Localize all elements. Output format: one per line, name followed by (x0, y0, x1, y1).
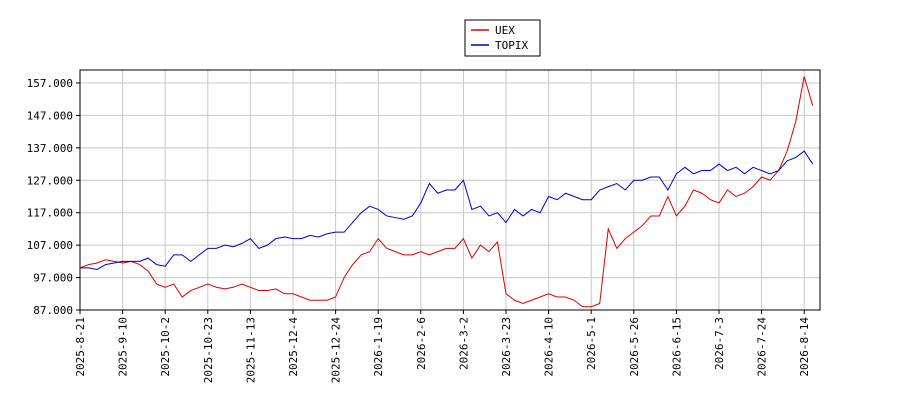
x-tick-label: 2025-12-24 (330, 317, 343, 384)
x-tick-label: 2026-3-2 (457, 317, 470, 370)
x-tick-label: 2026-5-1 (585, 317, 598, 370)
x-tick-label: 2026-5-26 (628, 317, 641, 377)
x-tick-label: 2026-7-24 (756, 317, 769, 377)
x-tick-label: 2026-6-15 (670, 317, 683, 377)
x-tick-label: 2025-12-4 (287, 317, 300, 377)
x-tick-label: 2025-10-2 (159, 317, 172, 377)
y-tick-label: 157.000 (27, 77, 73, 90)
y-tick-label: 107.000 (27, 239, 73, 252)
y-tick-label: 147.000 (27, 109, 73, 122)
y-tick-label: 117.000 (27, 207, 73, 220)
y-tick-label: 87.000 (33, 304, 73, 317)
x-tick-label: 2026-4-10 (543, 317, 556, 377)
x-tick-label: 2026-2-6 (415, 317, 428, 370)
x-tick-label: 2025-9-10 (117, 317, 130, 377)
legend-label: UEX (495, 24, 515, 37)
x-tick-label: 2025-10-23 (202, 317, 215, 383)
data-line (80, 150, 814, 270)
x-tick-label: 2026-7-3 (713, 317, 726, 370)
legend-label: TOPIX (495, 39, 528, 52)
data-line (79, 76, 814, 308)
x-tick-label: 2025-8-21 (74, 317, 87, 377)
x-tick-label: 2026-3-23 (500, 317, 513, 377)
x-tick-label: 2026-8-14 (798, 317, 811, 377)
legend-box (464, 19, 541, 57)
y-tick-label: 127.000 (27, 174, 73, 187)
x-tick-label: 2025-11-13 (244, 317, 257, 383)
x-tick-label: 2026-1-19 (372, 317, 385, 377)
y-tick-label: 97.000 (33, 272, 73, 285)
plot-frame (79, 69, 821, 311)
y-tick-label: 137.000 (27, 142, 73, 155)
